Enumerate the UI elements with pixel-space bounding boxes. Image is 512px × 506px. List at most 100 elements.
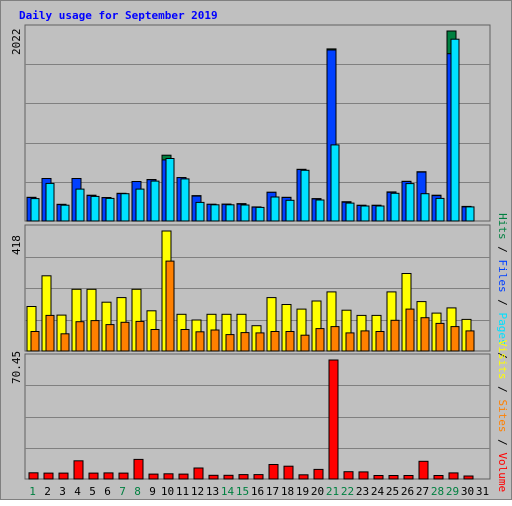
bar-pages-day-9 — [150, 180, 160, 222]
day-label-24: 24 — [371, 485, 385, 498]
bar-volume-day-17 — [268, 464, 279, 480]
bar-volume-day-12 — [193, 467, 204, 480]
bar-volume-day-10 — [163, 473, 174, 480]
day-label-31: 31 — [476, 485, 489, 498]
bar-pages-day-18 — [285, 199, 295, 222]
day-label-20: 20 — [311, 485, 324, 498]
day-label-30: 30 — [461, 485, 474, 498]
bar-sites-day-24 — [375, 331, 385, 352]
bar-pages-day-2 — [45, 182, 55, 222]
bar-volume-day-3 — [58, 472, 69, 480]
bar-pages-day-11 — [180, 178, 190, 222]
day-label-16: 16 — [251, 485, 264, 498]
bar-sites-day-5 — [90, 320, 100, 352]
bar-sites-day-14 — [225, 334, 235, 352]
bar-volume-day-1 — [28, 472, 39, 480]
bar-sites-day-19 — [300, 334, 310, 352]
bar-pages-day-6 — [105, 197, 115, 222]
legend-item: / — [496, 433, 509, 453]
bar-volume-day-24 — [373, 475, 384, 480]
bar-sites-day-6 — [105, 324, 115, 352]
bar-sites-day-8 — [135, 320, 145, 352]
bar-pages-day-25 — [390, 192, 400, 222]
day-label-10: 10 — [161, 485, 174, 498]
bar-volume-day-19 — [298, 474, 309, 480]
bar-volume-day-7 — [118, 472, 129, 480]
bar-volume-day-15 — [238, 474, 249, 480]
day-label-11: 11 — [176, 485, 189, 498]
day-label-13: 13 — [206, 485, 219, 498]
bar-pages-day-8 — [135, 188, 145, 222]
bar-sites-day-15 — [240, 332, 250, 352]
day-label-22: 22 — [341, 485, 354, 498]
day-label-1: 1 — [29, 485, 36, 498]
day-label-23: 23 — [356, 485, 369, 498]
bar-pages-day-14 — [225, 204, 235, 222]
bar-sites-day-16 — [255, 332, 265, 352]
legend-hits-files-pages: Hits / Files / Pages / — [496, 213, 509, 359]
bar-sites-day-11 — [180, 329, 190, 352]
bar-pages-day-22 — [345, 202, 355, 222]
bar-sites-day-3 — [60, 333, 70, 352]
day-label-21: 21 — [326, 485, 339, 498]
legend-item: / — [496, 240, 509, 260]
bar-volume-day-14 — [223, 474, 234, 480]
bar-volume-day-4 — [73, 460, 84, 480]
bar-sites-day-26 — [405, 308, 415, 352]
day-label-6: 6 — [104, 485, 111, 498]
day-label-26: 26 — [401, 485, 414, 498]
bar-pages-day-13 — [210, 204, 220, 222]
bar-pages-day-12 — [195, 201, 205, 222]
day-label-4: 4 — [74, 485, 81, 498]
day-label-7: 7 — [119, 485, 126, 498]
bar-volume-day-22 — [343, 471, 354, 480]
bar-volume-day-29 — [448, 472, 459, 480]
day-label-9: 9 — [149, 485, 156, 498]
bar-pages-day-24 — [375, 205, 385, 222]
bar-sites-day-28 — [435, 322, 445, 352]
day-label-17: 17 — [266, 485, 279, 498]
bar-pages-day-26 — [405, 183, 415, 222]
day-label-19: 19 — [296, 485, 309, 498]
bar-pages-day-5 — [90, 195, 100, 222]
bar-sites-day-18 — [285, 331, 295, 352]
bar-pages-day-7 — [120, 193, 130, 222]
legend-visits-sites-volume: Visits / Sites / Volume — [496, 340, 509, 492]
bar-sites-day-20 — [315, 328, 325, 352]
bar-pages-day-15 — [240, 204, 250, 222]
bar-pages-day-29 — [450, 38, 460, 222]
bar-volume-day-20 — [313, 468, 324, 480]
legend-item: / — [496, 380, 509, 400]
bar-sites-day-1 — [30, 331, 40, 352]
bar-volume-day-27 — [418, 460, 429, 480]
bar-pages-day-23 — [360, 205, 370, 222]
day-label-18: 18 — [281, 485, 294, 498]
bar-volume-day-30 — [463, 475, 474, 480]
day-label-2: 2 — [44, 485, 51, 498]
bar-volume-day-23 — [358, 471, 369, 480]
day-label-14: 14 — [221, 485, 235, 498]
legend-item: / — [496, 346, 509, 359]
bar-volume-day-6 — [103, 472, 114, 480]
bar-volume-day-5 — [88, 472, 99, 480]
ymax-label-hits-files-pages: 2022 — [10, 29, 23, 56]
bar-pages-day-16 — [255, 206, 265, 222]
legend-item: Pages — [496, 313, 509, 346]
bar-sites-day-13 — [210, 329, 220, 352]
bar-sites-day-10 — [165, 260, 175, 352]
bar-pages-day-30 — [465, 206, 475, 222]
bar-volume-day-13 — [208, 474, 219, 480]
day-label-15: 15 — [236, 485, 249, 498]
legend-item: Sites — [496, 399, 509, 432]
legend-item: Volume — [496, 452, 509, 492]
bar-pages-day-20 — [315, 199, 325, 222]
bar-sites-day-25 — [390, 319, 400, 352]
bar-sites-day-23 — [360, 330, 370, 352]
bar-sites-day-12 — [195, 331, 205, 352]
bar-volume-day-21 — [328, 359, 339, 480]
bar-sites-day-21 — [330, 326, 340, 352]
day-label-28: 28 — [431, 485, 444, 498]
bar-sites-day-7 — [120, 321, 130, 352]
